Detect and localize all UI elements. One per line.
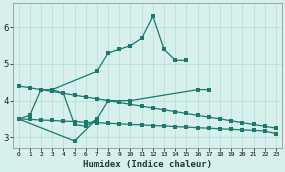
X-axis label: Humidex (Indice chaleur): Humidex (Indice chaleur) — [83, 159, 212, 169]
